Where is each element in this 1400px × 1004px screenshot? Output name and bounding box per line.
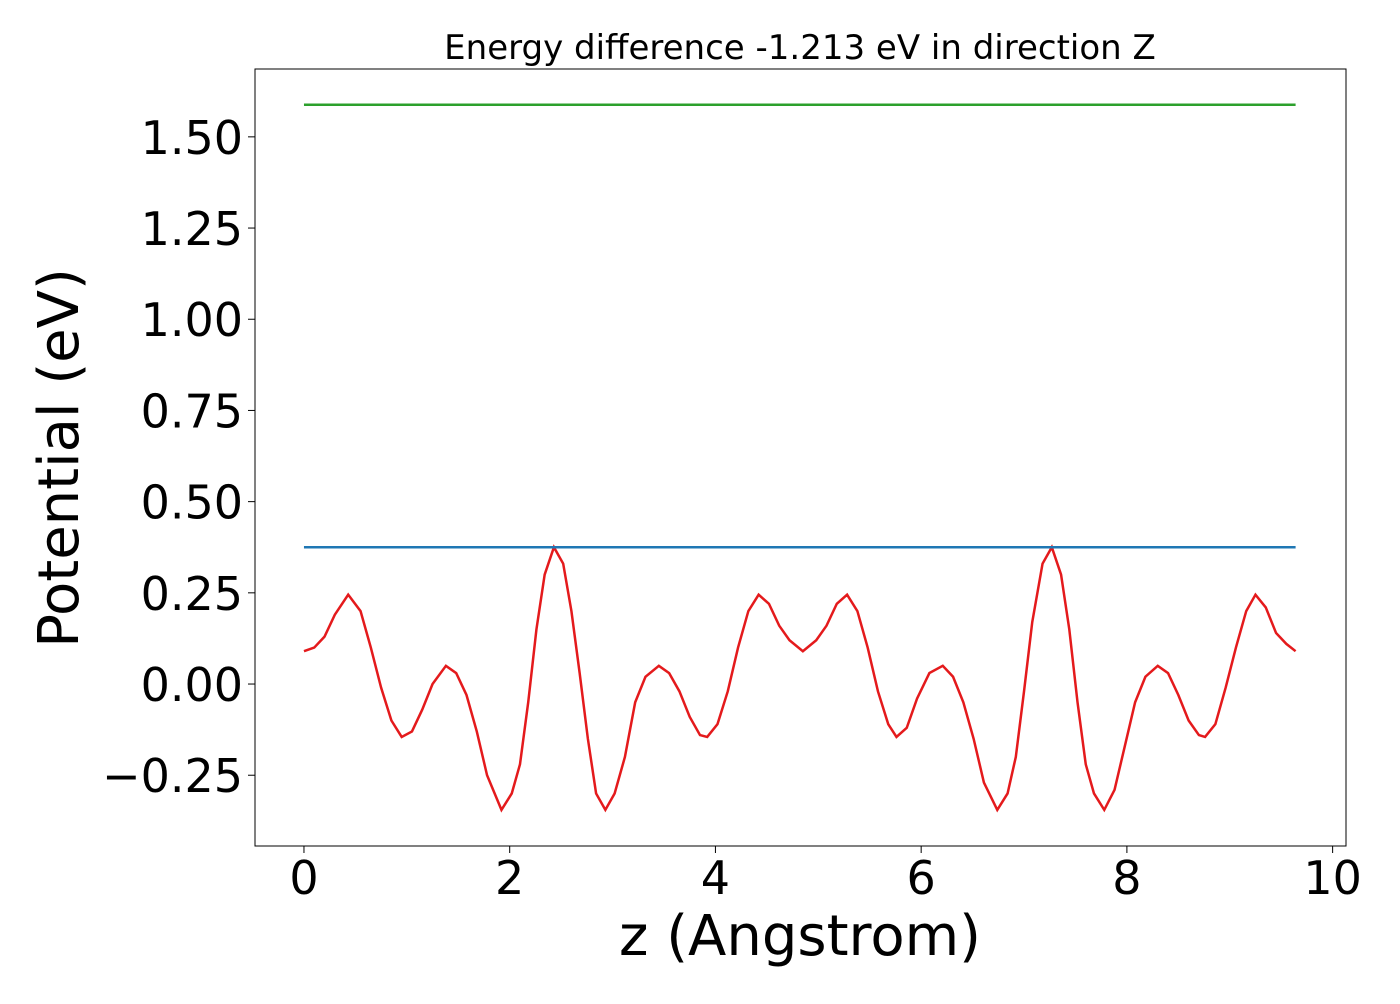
x-tick-label: 2 <box>495 851 524 905</box>
y-tick-label: 1.00 <box>141 293 243 347</box>
y-tick-label: 1.25 <box>141 202 243 256</box>
x-axis-label: z (Angstrom) <box>619 904 981 969</box>
x-tick-label: 8 <box>1112 851 1141 905</box>
x-tick-label: 10 <box>1303 851 1362 905</box>
y-tick-label: 1.50 <box>141 111 243 165</box>
y-tick-label: 0.75 <box>141 384 243 438</box>
y-tick-label: 0.25 <box>141 567 243 621</box>
x-tick-label: 6 <box>907 851 936 905</box>
y-axis-label: Potential (eV) <box>27 268 92 648</box>
y-tick-label: −0.25 <box>102 749 243 803</box>
x-tick-label: 4 <box>701 851 730 905</box>
plot-frame <box>254 68 1347 847</box>
y-tick-label: 0.00 <box>141 658 243 712</box>
y-tick-label: 0.50 <box>141 476 243 530</box>
line-series <box>303 544 1297 813</box>
x-tick-label: 0 <box>289 851 318 905</box>
chart-title: Energy difference -1.213 eV in direction… <box>444 28 1156 68</box>
